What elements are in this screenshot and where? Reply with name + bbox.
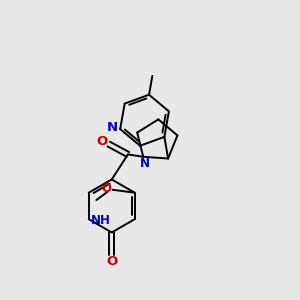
Text: NH: NH [91,214,111,227]
Text: O: O [101,182,111,195]
Text: N: N [106,121,118,134]
Text: O: O [106,254,117,268]
Text: N: N [140,157,150,170]
Text: O: O [97,135,108,148]
